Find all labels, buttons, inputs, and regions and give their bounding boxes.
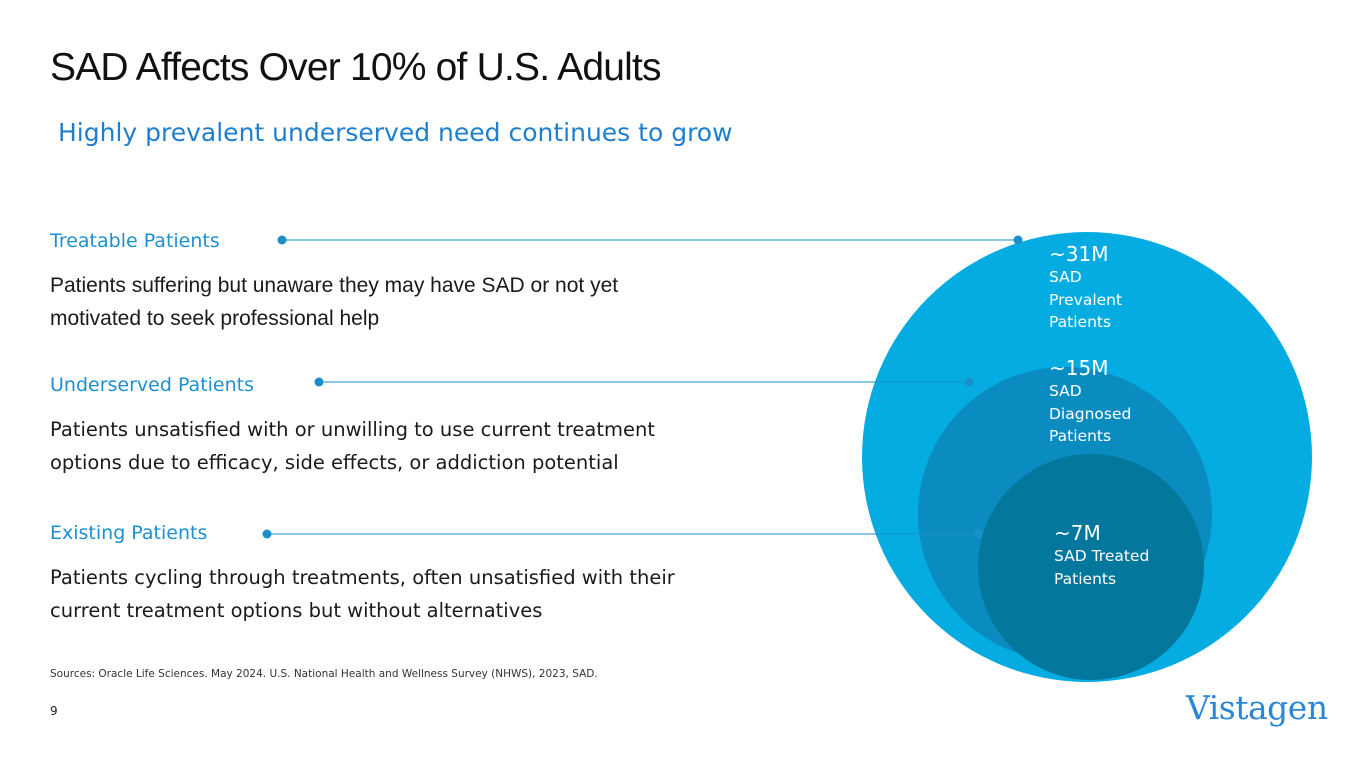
connector-dot: [973, 529, 983, 539]
diagnosed-label: ~15M SAD Diagnosed Patients: [1049, 356, 1159, 448]
section-body: Patients unsatisfied with or unwilling t…: [50, 418, 656, 474]
section-underserved: Underserved Patients Patients unsatisfie…: [50, 374, 770, 479]
diagnosed-value: ~15M: [1049, 356, 1109, 380]
vistagen-logo: Vistagen: [1186, 688, 1328, 727]
page-subtitle: Highly prevalent underserved need contin…: [58, 118, 733, 147]
prevalent-text: SAD Prevalent Patients: [1049, 268, 1123, 331]
section-existing: Existing Patients Patients cycling throu…: [50, 522, 770, 627]
connector-dot: [262, 529, 272, 539]
page-title: SAD Affects Over 10% of U.S. Adults: [50, 46, 662, 89]
sources-footnote: Sources: Oracle Life Sciences. May 2024.…: [50, 668, 598, 680]
connector-dot: [314, 377, 324, 387]
section-treatable: Treatable Patients Patients suffering bu…: [50, 230, 770, 335]
page-number: 9: [50, 704, 58, 718]
section-body: Patients suffering but unaware they may …: [50, 274, 619, 330]
treated-circle: [978, 454, 1204, 680]
prevalent-value: ~31M: [1049, 242, 1109, 266]
diagnosed-text: SAD Diagnosed Patients: [1049, 382, 1132, 445]
connector-dot: [1013, 235, 1023, 245]
section-heading: Underserved Patients: [50, 374, 254, 396]
connector-dot: [964, 377, 974, 387]
section-heading: Treatable Patients: [50, 230, 220, 252]
section-heading: Existing Patients: [50, 522, 208, 544]
connector-dot: [277, 235, 287, 245]
treated-value: ~7M: [1054, 521, 1101, 545]
section-body: Patients cycling through treatments, oft…: [50, 566, 675, 622]
treated-label: ~7M SAD Treated Patients: [1054, 521, 1164, 590]
treated-text: SAD Treated Patients: [1054, 547, 1150, 588]
prevalent-label: ~31M SAD Prevalent Patients: [1049, 242, 1159, 334]
